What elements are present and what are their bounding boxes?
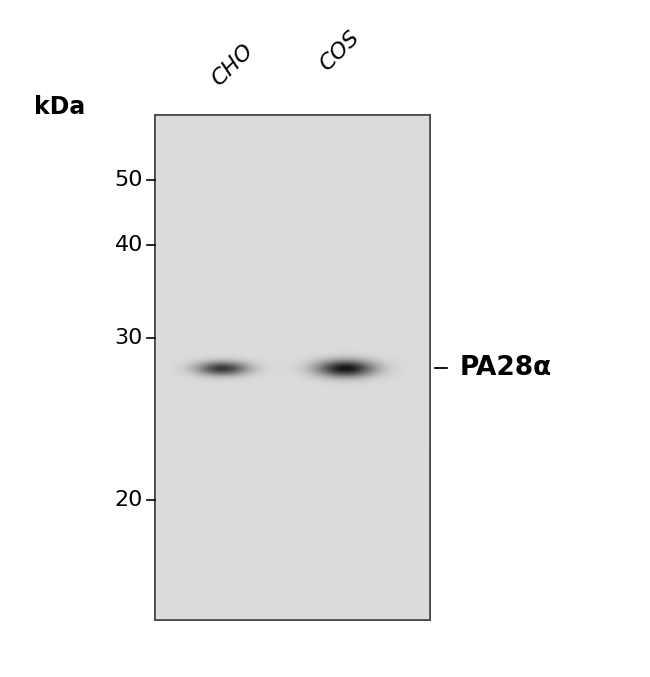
Text: PA28α: PA28α [460,355,552,381]
Text: 50: 50 [114,170,143,190]
Bar [155,115,430,620]
Text: COS: COS [316,28,363,75]
Text: 40: 40 [114,235,143,255]
Text: 30: 30 [114,328,143,348]
Text: kDa: kDa [34,95,86,119]
Text: CHO: CHO [208,41,257,90]
Bar [155,115,430,620]
Text: 20: 20 [114,490,143,510]
